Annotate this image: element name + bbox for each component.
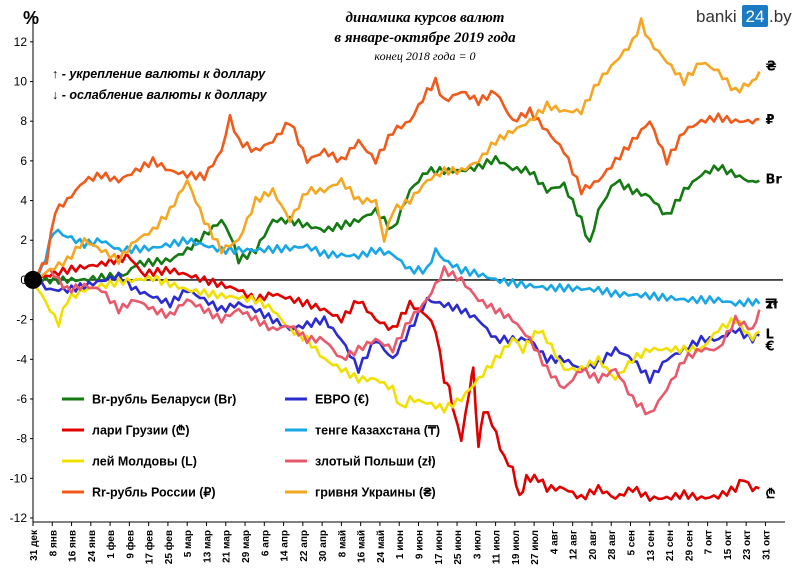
x-tick-label: 19 июл	[511, 530, 522, 565]
x-tick-label: 29 сен	[684, 530, 695, 561]
series-end-label: zł	[765, 298, 779, 313]
series-line	[32, 155, 760, 285]
x-tick-label: 17 июн	[434, 530, 445, 565]
legend-label: лей Молдовы (L)	[92, 455, 197, 469]
annotation-up: ↑ - укрепление валюты к доллару	[52, 67, 266, 81]
series-line	[32, 228, 761, 308]
series-line	[31, 274, 761, 414]
x-tick-label: 4 авг	[549, 530, 560, 554]
y-tick-label: 2	[20, 233, 27, 247]
x-tick-label: 20 авг	[588, 530, 599, 560]
x-tick-label: 21 мар	[222, 530, 233, 563]
x-tick-label: 25 фев	[163, 530, 175, 564]
x-tick-label: 8 янв	[48, 530, 59, 556]
y-tick-label: 8	[20, 114, 27, 128]
x-tick-label: 9 фев	[124, 530, 136, 559]
y-tick-label: -8	[16, 432, 27, 446]
logo-text-left: banki	[696, 7, 737, 26]
x-tick-label: 15 окт	[723, 530, 734, 560]
y-tick-label: -4	[16, 352, 27, 366]
series-line	[32, 76, 760, 281]
x-tick-label: 24 май	[376, 530, 387, 563]
y-tick-label: 0	[20, 273, 27, 287]
x-tick-label: 30 апр	[318, 530, 329, 562]
legend: Br-рубль Беларуси (Br) ЕВРО (€) лари Грузи…	[62, 393, 440, 500]
x-tick-label: 17 фев	[144, 530, 156, 564]
series-end-label: ₸	[765, 298, 774, 313]
x-tick-label: 13 сен	[646, 530, 657, 561]
x-tick-label: 6 апр	[260, 530, 271, 556]
legend-label: Rr-рубль России (₽)	[92, 486, 216, 500]
x-tick-label: 7 окт	[704, 530, 715, 554]
y-tick-label: -6	[16, 392, 27, 406]
x-tick-label: 31 окт	[761, 530, 772, 560]
y-axis-unit-label: %	[23, 8, 39, 28]
y-tick-label: 6	[20, 154, 27, 168]
y-tick-label: -2	[16, 313, 27, 327]
logo-text-box: 24	[746, 7, 765, 26]
y-tick-label: 4	[20, 194, 27, 208]
series-line	[31, 17, 761, 284]
y-tick-label: 10	[14, 75, 28, 89]
legend-label: тенге Казахстана (₸)	[315, 424, 440, 438]
chart-title-line1: динамика курсов валют	[346, 10, 505, 26]
x-tick-label: 24 янв	[87, 530, 98, 562]
x-tick-label: 11 июл	[492, 530, 503, 564]
legend-label: ЕВРО (€)	[315, 393, 369, 407]
y-tick-label: -12	[10, 511, 28, 525]
x-tick-label: 16 май	[357, 530, 368, 563]
series-end-label: ₾	[765, 487, 775, 502]
series-end-label: Br	[765, 173, 782, 188]
x-tick-label: 1 июн	[395, 530, 406, 559]
x-tick-label: 21 сен	[665, 530, 676, 561]
chart-title-line2: в январе-октябре 2019 года	[334, 30, 516, 46]
annotation-down: ↓ - ослабление валюты к доллару	[52, 88, 268, 102]
x-tick-label: 13 мар	[202, 530, 213, 563]
series-layer	[24, 17, 761, 502]
x-tick-label: 5 мар	[183, 530, 194, 557]
legend-label: гривня Украины (₴)	[315, 486, 436, 500]
x-tick-label: 31 дек	[29, 529, 40, 561]
logo-text-right: .by	[769, 7, 792, 26]
origin-marker	[24, 270, 42, 289]
x-tick-label: 12 авг	[569, 530, 580, 560]
chart-subtitle: конец 2018 года = 0	[374, 49, 475, 63]
x-tick-label: 1 фев	[105, 530, 117, 559]
legend-label: злотый Польши (zł)	[315, 455, 436, 469]
x-tick-label: 29 мар	[241, 530, 252, 563]
x-tick-label: 14 апр	[280, 530, 291, 562]
series-line	[32, 252, 760, 502]
series-end-label: L	[765, 328, 773, 343]
series-end-label: ₽	[765, 113, 774, 128]
x-tick-label: 5 сен	[627, 530, 638, 556]
x-axis: 31 дек 8 янв 16 янв 24 янв 1 фев 9 фев 17 фев 2…	[29, 521, 785, 565]
series-line	[31, 271, 760, 384]
legend-label: лари Грузии (₾)	[92, 424, 190, 438]
banki24-logo: banki 24 .by	[696, 5, 792, 27]
x-tick-label: 27 июл	[530, 530, 541, 565]
series-end-labels: Br € ₾ ₸ Lzł ₽ ₴	[764, 60, 782, 503]
y-tick-label: -10	[10, 471, 28, 485]
series-end-label: ₴	[765, 60, 776, 75]
x-tick-label: 25 июн	[453, 530, 464, 565]
x-tick-label: 16 янв	[68, 530, 79, 562]
x-tick-label: 23 окт	[742, 530, 753, 560]
series-end-label: €	[764, 339, 774, 354]
logo-box	[742, 5, 768, 27]
x-tick-label: 22 апр	[299, 530, 310, 562]
x-tick-label: 9 июн	[414, 530, 425, 559]
series-line	[31, 265, 761, 416]
x-tick-label: 28 авг	[607, 530, 618, 560]
y-tick-label: 12	[14, 35, 28, 49]
x-tick-label: 8 май	[337, 530, 348, 557]
legend-label: Br-рубль Беларуси (Br)	[92, 393, 236, 407]
x-tick-label: 3 июл	[472, 530, 483, 559]
